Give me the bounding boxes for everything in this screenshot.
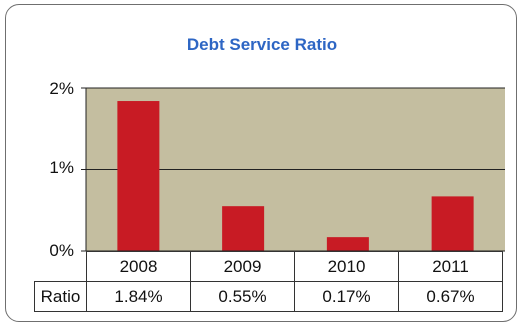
x-tick-label: 2010 xyxy=(294,251,399,282)
data-label: 1.84% xyxy=(86,281,191,312)
table-corner xyxy=(35,252,87,282)
data-table: 2008 2009 2010 2011 Ratio 1.84% 0.55% 0.… xyxy=(34,251,503,312)
x-tick-label: 2011 xyxy=(398,251,503,282)
data-label: 0.67% xyxy=(398,281,503,312)
x-tick-label: 2008 xyxy=(86,251,191,282)
row-label: Ratio xyxy=(34,281,87,312)
y-tick-label-1: 1% xyxy=(49,158,74,177)
bar-2009 xyxy=(222,206,265,251)
y-tick-label-2: 2% xyxy=(49,79,74,98)
data-label: 0.17% xyxy=(294,281,399,312)
bar-2011 xyxy=(431,196,474,251)
y-tick-label-0: 0% xyxy=(49,241,74,260)
x-tick-label: 2009 xyxy=(190,251,295,282)
ratio-row: Ratio 1.84% 0.55% 0.17% 0.67% xyxy=(34,281,503,312)
data-label: 0.55% xyxy=(190,281,295,312)
bar-2010 xyxy=(326,237,369,251)
chart-title: Debt Service Ratio xyxy=(186,35,338,54)
category-row: 2008 2009 2010 2011 xyxy=(35,251,503,282)
bar-2008 xyxy=(117,101,160,251)
